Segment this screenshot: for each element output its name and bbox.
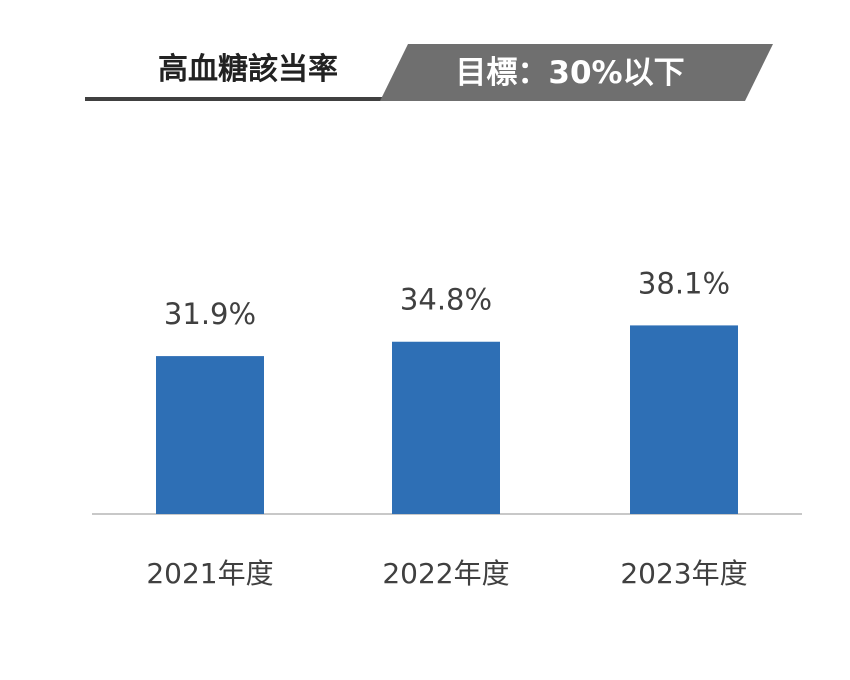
target-label: 目標：30%以下	[455, 55, 684, 91]
title-underline	[85, 97, 395, 101]
bars-layer: 31.9% 2021年度 34.8% 2022年度 38.1% 2023年度	[146, 266, 747, 590]
data-label-1: 31.9%	[164, 297, 256, 331]
x-tick-label-1: 2021年度	[146, 557, 273, 590]
target-banner	[380, 44, 773, 101]
x-tick-label-2: 2022年度	[382, 557, 509, 590]
data-label-2: 34.8%	[400, 283, 492, 317]
x-tick-label-3: 2023年度	[620, 557, 747, 590]
bar-3	[630, 325, 738, 514]
data-label-3: 38.1%	[638, 266, 730, 300]
chart-title: 高血糖該当率	[158, 52, 338, 87]
bar-2	[392, 341, 500, 514]
bar-1	[156, 356, 264, 514]
